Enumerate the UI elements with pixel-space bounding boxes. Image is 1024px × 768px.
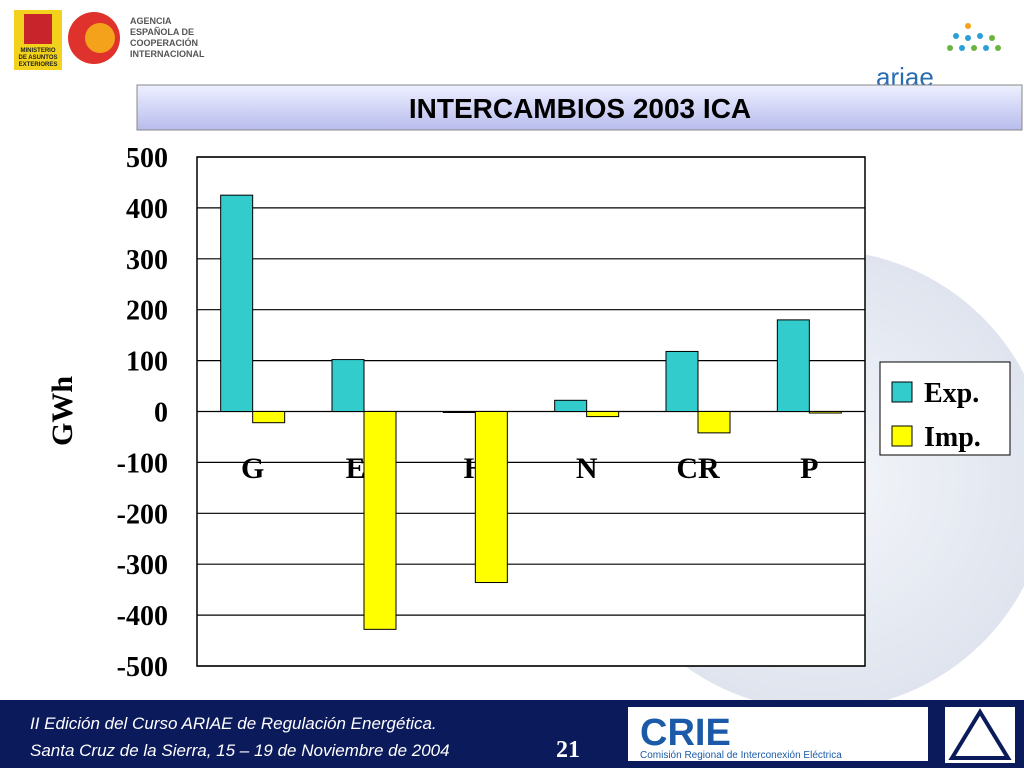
legend-label: Imp. — [924, 422, 981, 453]
bar — [442, 411, 476, 413]
x-tick-label: P — [800, 452, 818, 485]
y-tick-label: 200 — [126, 296, 168, 327]
y-tick-label: 0 — [154, 398, 168, 429]
legend-swatch — [891, 425, 913, 447]
emblem-shape — [948, 708, 1012, 760]
bar — [220, 194, 254, 412]
agency-text: ESPAÑOLA DE — [130, 27, 194, 37]
y-tick-label: -400 — [117, 601, 168, 632]
bar — [331, 359, 365, 412]
y-tick-label: 500 — [126, 143, 168, 174]
aecid-logo-inner — [85, 23, 115, 53]
bar — [776, 319, 810, 413]
y-tick-label: 300 — [126, 245, 168, 276]
y-tick-label: -300 — [117, 550, 168, 581]
y-axis-label: GWh — [46, 376, 79, 446]
y-tick-label: -200 — [117, 499, 168, 530]
chart-title: INTERCAMBIOS 2003 ICA — [409, 93, 751, 124]
crie-logo — [628, 707, 928, 761]
title-box — [136, 84, 1023, 131]
agency-text: COOPERACIÓN — [130, 37, 198, 48]
agency-text: INTERNACIONAL — [130, 49, 205, 59]
x-tick-label: N — [576, 452, 598, 485]
bar — [554, 399, 588, 413]
bar — [363, 411, 397, 630]
legend-items: Exp. Imp. — [891, 378, 981, 453]
chart: -500-400-300-200-1000100200300400500GESH… — [117, 143, 865, 683]
ministry-text: DE ASUNTOS — [18, 55, 57, 61]
agency-text: AGENCIA — [130, 16, 172, 26]
bar — [697, 411, 731, 434]
y-tick-label: 100 — [126, 347, 168, 378]
y-tick-label: -500 — [117, 652, 168, 683]
bar — [474, 411, 508, 584]
page-number: 21 — [556, 737, 580, 763]
y-tick-label: 400 — [126, 194, 168, 225]
ministry-text: EXTERIORES — [19, 62, 58, 68]
bar — [252, 411, 286, 424]
footer-line: Santa Cruz de la Sierra, 15 – 19 de Novi… — [30, 741, 450, 760]
ministry-text: MINISTERIO — [20, 48, 55, 54]
y-tick-label: -100 — [117, 448, 168, 479]
x-tick-label: G — [241, 452, 264, 485]
bar — [808, 411, 842, 414]
bar — [586, 411, 620, 418]
x-tick-label: CR — [676, 452, 720, 485]
footer-line: II Edición del Curso ARIAE de Regulación… — [30, 714, 437, 733]
crie-subtitle: Comisión Regional de Interconexión Eléct… — [640, 750, 842, 761]
ariae-dots — [947, 23, 1001, 51]
bar — [665, 350, 699, 412]
crie-text: CRIE — [640, 712, 731, 754]
ministry-shield — [24, 14, 52, 44]
legend-swatch — [891, 381, 913, 403]
legend-label: Exp. — [924, 378, 979, 409]
